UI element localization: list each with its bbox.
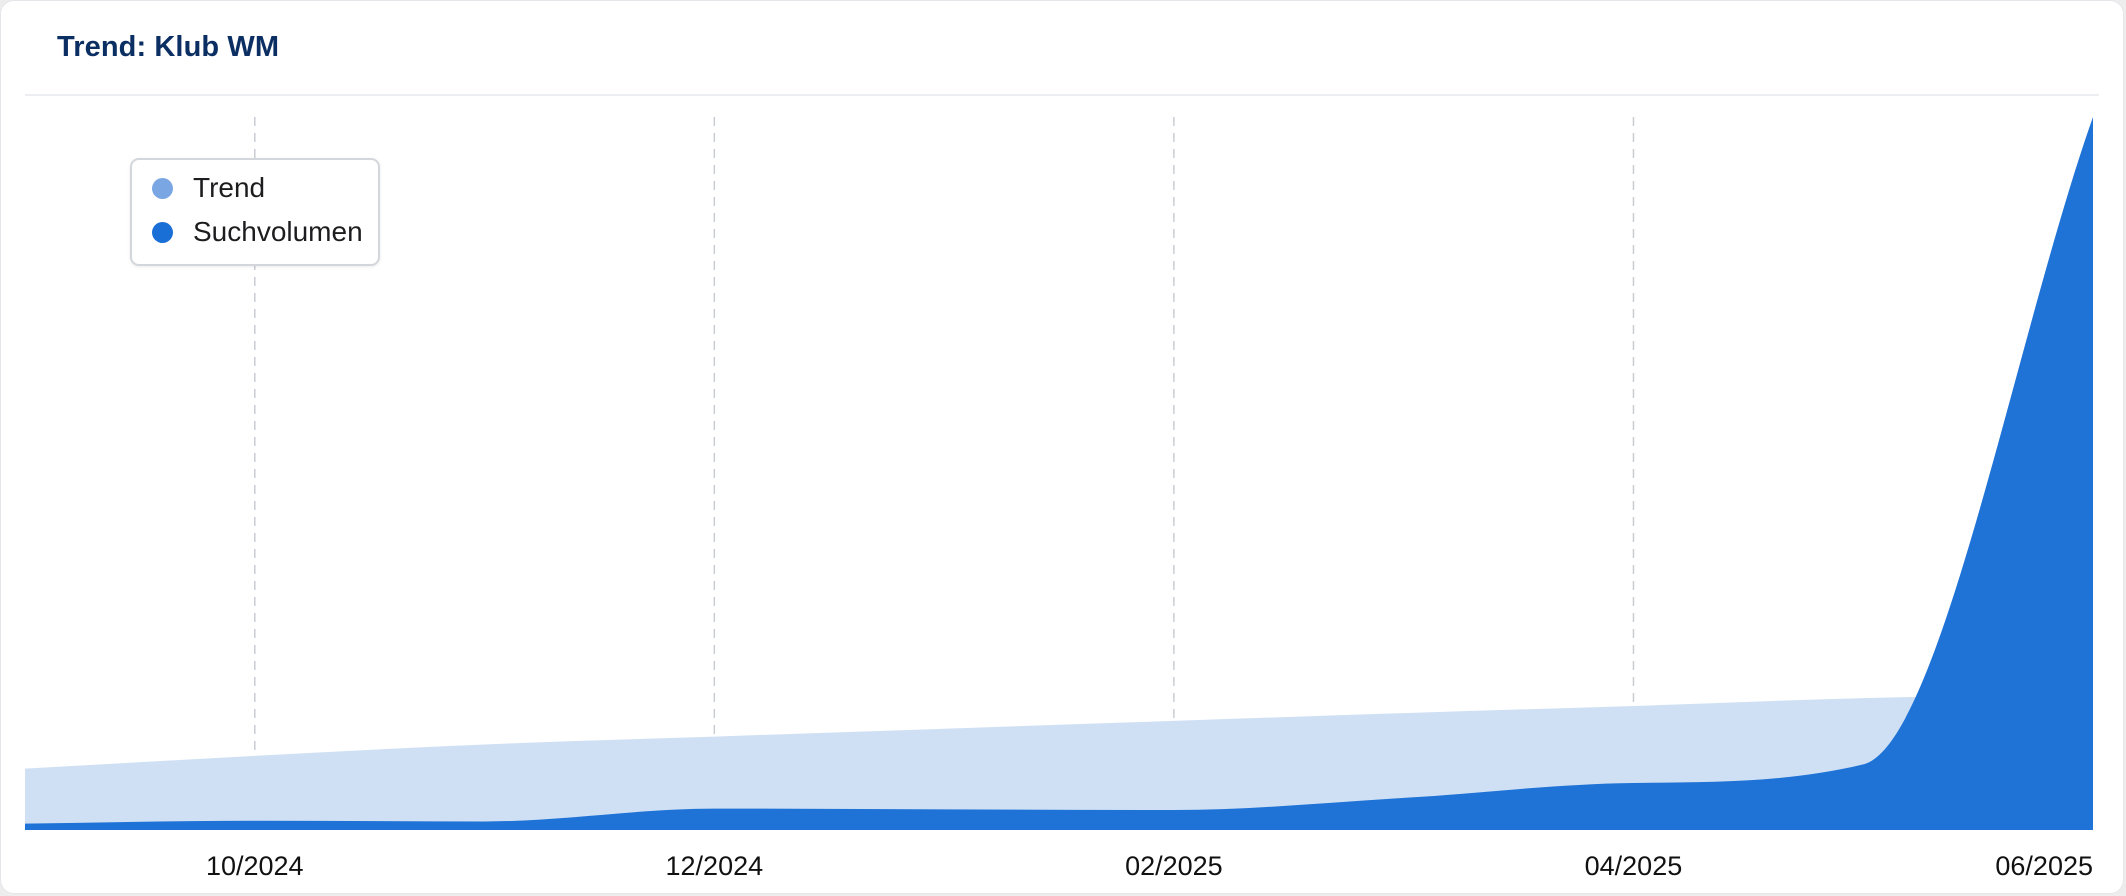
- title-divider: [25, 94, 2099, 96]
- x-tick-label-12-2024: 12/2024: [666, 851, 764, 881]
- series-areas: [25, 117, 2093, 830]
- chart-legend: Trend Suchvolumen: [130, 158, 380, 266]
- x-tick-label-10-2024: 10/2024: [206, 851, 304, 881]
- x-axis-ticks: 10/2024 12/2024 02/2025 04/2025 06/2025: [206, 851, 2093, 881]
- legend-dot-trend: [152, 177, 173, 199]
- x-tick-label-06-2025: 06/2025: [1995, 851, 2093, 881]
- legend-dot-suchvolumen: [152, 221, 173, 243]
- series-area-suchvolumen[interactable]: [25, 117, 2093, 830]
- card-title: Trend: Klub WM: [57, 31, 280, 63]
- legend-label-suchvolumen: Suchvolumen: [193, 216, 363, 247]
- legend-label-trend: Trend: [193, 172, 266, 203]
- legend-item-suchvolumen[interactable]: Suchvolumen: [152, 214, 363, 250]
- x-tick-label-04-2025: 04/2025: [1585, 851, 1683, 881]
- x-tick-label-02-2025: 02/2025: [1125, 851, 1223, 881]
- legend-item-trend[interactable]: Trend: [152, 170, 265, 206]
